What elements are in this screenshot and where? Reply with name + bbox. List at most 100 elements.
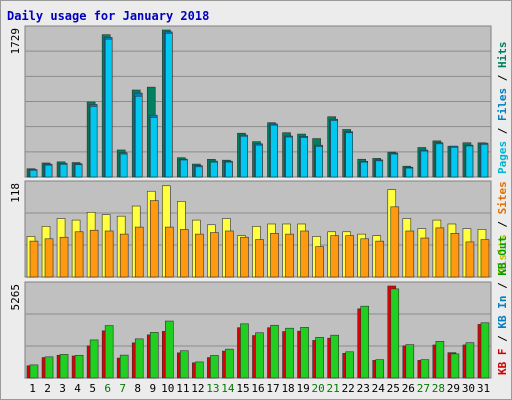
bar-sites-day-6 — [104, 230, 114, 278]
x-tick-label: 23 — [357, 382, 370, 395]
series-legend: Visits / Sites — [496, 181, 509, 274]
legend-entry: / — [496, 68, 509, 88]
x-tick-label: 14 — [221, 382, 235, 395]
bar-sites-day-8 — [134, 226, 144, 278]
x-tick-label: 24 — [372, 382, 386, 395]
x-tick-label: 2 — [44, 382, 51, 395]
x-tick-label: 19 — [296, 382, 309, 395]
y-max-label: 118 — [9, 183, 22, 203]
bar-kb-out-day-10 — [164, 320, 174, 379]
bar-kb-out-day-17 — [270, 324, 279, 379]
bar-kb-out-day-16 — [255, 332, 264, 379]
legend-entry: KB In — [496, 296, 509, 329]
bar-kb-out-day-18 — [285, 327, 294, 379]
bar-pages-day-12 — [195, 166, 203, 178]
x-tick-label: 6 — [104, 382, 111, 395]
bar-sites-day-24 — [375, 240, 385, 278]
bar-pages-day-8 — [134, 95, 143, 178]
bar-pages-day-18 — [285, 136, 293, 178]
bar-pages-day-20 — [315, 146, 323, 178]
bar-pages-day-9 — [149, 117, 158, 178]
x-tick-label: 21 — [327, 382, 340, 395]
bar-sites-day-11 — [180, 229, 189, 278]
bar-kb-out-day-20 — [315, 336, 324, 379]
bar-sites-day-26 — [405, 230, 415, 278]
bar-kb-out-day-31 — [480, 322, 490, 379]
bar-kb-out-day-24 — [375, 359, 385, 379]
legend-entry: Hits — [496, 42, 509, 69]
x-tick-label: 31 — [477, 382, 490, 395]
x-tick-label: 8 — [134, 382, 141, 395]
bar-pages-day-25 — [390, 153, 399, 178]
bar-sites-day-4 — [74, 231, 84, 278]
bar-kb-out-day-1 — [29, 364, 39, 379]
bar-pages-day-6 — [104, 38, 113, 178]
bar-kb-out-day-5 — [89, 339, 99, 379]
legend-entry: / — [496, 214, 509, 234]
x-tick-label: 9 — [149, 382, 156, 395]
bar-pages-day-4 — [74, 164, 83, 178]
bar-kb-out-day-30 — [465, 342, 475, 379]
bar-sites-day-5 — [89, 229, 99, 278]
bar-sites-day-19 — [300, 230, 309, 278]
bar-kb-out-day-14 — [225, 348, 234, 379]
panel-2: 118 Visits / Sites — [9, 180, 509, 278]
series-legend: KB F / KB In / KB Out — [496, 236, 509, 375]
x-tick-label: 16 — [251, 382, 264, 395]
bar-kb-out-day-4 — [74, 354, 84, 379]
bar-pages-day-5 — [89, 106, 98, 178]
bar-sites-day-15 — [240, 236, 249, 278]
bar-sites-day-22 — [345, 235, 354, 278]
x-tick-label: 12 — [191, 382, 204, 395]
legend-entry: Visits — [496, 234, 509, 274]
panels-layer: 1729 Pages / Files / Hits 118 Visits / Site… — [9, 25, 509, 379]
bar-sites-day-14 — [225, 230, 234, 278]
x-tick-label: 1 — [29, 382, 36, 395]
bar-kb-out-day-13 — [210, 355, 219, 379]
bar-sites-day-20 — [315, 246, 324, 278]
bar-kb-out-day-29 — [450, 353, 460, 379]
bar-sites-day-1 — [29, 240, 39, 278]
bar-kb-out-day-26 — [405, 344, 415, 379]
bar-pages-day-1 — [29, 169, 38, 178]
bar-sites-day-28 — [435, 227, 445, 278]
x-tick-labels: 1 2 3 4 5 6 7 8 9 10 11 12 13 14 15 16 17 18 19 20 21 22 23 24 2… — [29, 382, 490, 395]
bar-kb-out-day-28 — [435, 341, 445, 379]
x-tick-label: 22 — [342, 382, 355, 395]
bar-pages-day-2 — [44, 164, 53, 178]
bar-pages-day-11 — [180, 159, 188, 178]
bar-pages-day-23 — [360, 161, 369, 178]
bar-pages-day-27 — [420, 150, 429, 178]
legend-entry: / — [496, 329, 509, 349]
bar-pages-day-31 — [480, 143, 489, 178]
bar-pages-day-10 — [164, 33, 173, 178]
bar-sites-day-18 — [285, 233, 294, 278]
bar-kb-out-day-8 — [134, 338, 144, 379]
x-tick-label: 3 — [59, 382, 66, 395]
bar-kb-out-day-3 — [59, 354, 69, 379]
chart-title: Daily usage for January 2018 — [7, 9, 209, 23]
bar-sites-day-31 — [480, 239, 490, 278]
y-max-label: 5265 — [9, 284, 22, 311]
bar-sites-day-25 — [390, 206, 400, 278]
bar-pages-day-7 — [119, 153, 128, 178]
bar-pages-day-13 — [210, 161, 218, 178]
bar-kb-out-day-11 — [180, 350, 189, 379]
x-tick-label: 25 — [387, 382, 400, 395]
legend-entry: Files — [496, 88, 509, 121]
bar-kb-out-day-19 — [300, 327, 309, 379]
panel-3: 5265 KB F / KB In / KB Out — [9, 236, 509, 379]
x-tick-label: 30 — [462, 382, 475, 395]
bar-pages-day-14 — [225, 161, 233, 178]
bar-pages-day-22 — [345, 132, 353, 178]
x-tick-label: 11 — [176, 382, 189, 395]
bar-sites-day-27 — [420, 237, 430, 278]
bar-kb-out-day-21 — [330, 334, 339, 379]
bar-sites-day-17 — [270, 233, 279, 278]
x-tick-label: 29 — [447, 382, 460, 395]
bar-kb-out-day-22 — [345, 351, 354, 379]
bar-sites-day-29 — [450, 233, 460, 278]
bar-pages-day-28 — [435, 143, 444, 178]
legend-entry: Sites — [496, 181, 509, 214]
bar-pages-day-24 — [375, 160, 384, 178]
